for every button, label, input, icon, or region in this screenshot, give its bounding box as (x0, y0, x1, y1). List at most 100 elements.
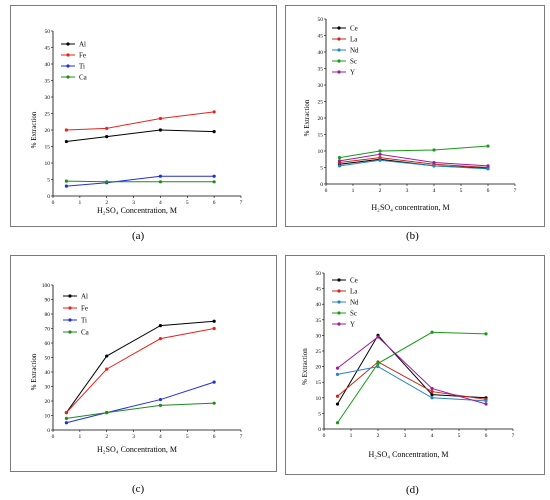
point-fe (64, 411, 69, 415)
point-ca (158, 180, 163, 184)
x-tick-label: 6 (487, 188, 490, 194)
x-tick-label: 5 (186, 200, 189, 206)
point-al (158, 128, 163, 132)
point-y (376, 335, 380, 339)
x-tick-label: 6 (213, 200, 216, 206)
y-tick-label: 10 (45, 414, 51, 420)
series-line-ti (66, 381, 215, 424)
legend-label-ce: Ce (350, 277, 358, 285)
point-la (335, 394, 340, 398)
point-ca (212, 401, 216, 405)
point-ce (430, 393, 434, 397)
series-line-ti (66, 175, 215, 187)
chart-panel-a: 0 1 2 3 4 5 6 7 0 5 10 15 20 25 30 35 40 45 50 H₂SO₄ Concen… (10, 5, 277, 227)
x-tick-label: 1 (352, 188, 355, 194)
series-line-ca (66, 180, 215, 183)
x-tick-label: 1 (78, 434, 81, 440)
series-line-sc (337, 331, 487, 424)
legend-label-ca: Ca (79, 74, 88, 82)
point-fe (158, 116, 163, 121)
legend-marker-ti (66, 64, 70, 68)
legend-marker-nd (337, 300, 341, 304)
y-tick-label: 15 (316, 380, 322, 386)
point-sc (484, 332, 488, 336)
point-ti (212, 380, 216, 384)
y-tick-label: 30 (45, 385, 51, 391)
point-fe (158, 337, 163, 341)
x-tick-label: 1 (350, 433, 353, 439)
legend-label-nd: Nd (350, 47, 359, 55)
point-nd (376, 365, 380, 369)
point-ti (158, 397, 163, 402)
series-line-fe (66, 328, 215, 413)
x-tick-label: 0 (323, 433, 326, 439)
point-nd (484, 399, 488, 403)
x-tick-label: 3 (406, 188, 409, 194)
y-tick-label: 35 (45, 79, 51, 85)
y-tick-label: 25 (316, 349, 322, 355)
point-nd (337, 164, 342, 168)
y-tick-label: 5 (320, 166, 323, 172)
legend-label-la: La (350, 288, 358, 296)
legend-label-sc: Sc (350, 310, 357, 318)
x-tick-label: 0 (52, 200, 55, 206)
legend-label-al: Al (81, 293, 88, 301)
legend-marker-ca (68, 330, 72, 334)
x-tick-label: 2 (105, 434, 108, 440)
legend-label-ti: Ti (81, 317, 87, 325)
y-tick-label: 20 (45, 399, 51, 405)
y-axis-label: % Extraction (303, 99, 311, 136)
y-tick-label: 0 (47, 194, 50, 200)
y-tick-label: 60 (45, 341, 51, 347)
series-line-ca (66, 402, 215, 419)
point-al (105, 135, 109, 139)
point-fe (64, 128, 69, 132)
legend-marker-al (66, 42, 70, 46)
y-axis-label: % Extraction (30, 111, 38, 148)
y-tick-label: 10 (318, 149, 324, 155)
y-tick-label: 80 (45, 312, 51, 318)
point-y (486, 164, 490, 168)
x-tick-label: 4 (159, 200, 162, 206)
x-tick-label: 7 (512, 433, 515, 439)
y-tick-label: 5 (318, 411, 321, 417)
x-tick-label: 1 (78, 200, 81, 206)
legend-marker-y (337, 322, 341, 326)
x-tick-label: 7 (240, 434, 243, 440)
y-tick-label: 25 (45, 112, 51, 118)
point-y (335, 366, 340, 370)
y-tick-label: 50 (316, 271, 322, 277)
point-ti (64, 421, 69, 425)
legend-label-y: Y (350, 321, 355, 329)
y-tick-label: 20 (45, 128, 51, 134)
legend-label-al: Al (79, 41, 86, 49)
y-tick-label: 30 (318, 83, 324, 89)
point-sc (337, 156, 342, 160)
point-al (212, 130, 216, 134)
series-line-la (337, 361, 487, 400)
series-line-fe (66, 111, 215, 131)
legend-label-ce: Ce (350, 25, 358, 33)
x-tick-label: 2 (379, 188, 382, 194)
x-axis-label: H₂SO₄ Concentration, M (97, 206, 177, 215)
legend-label-fe: Fe (81, 305, 88, 313)
x-tick-label: 5 (186, 434, 189, 440)
point-sc (335, 421, 340, 425)
series-line-al (66, 320, 215, 413)
legend-marker-la (337, 37, 341, 41)
caption-a: (a) (132, 230, 145, 242)
x-tick-label: 4 (159, 434, 162, 440)
point-al (105, 354, 109, 358)
caption-d: (d) (406, 484, 419, 496)
y-tick-label: 10 (316, 396, 322, 402)
legend-label-la: La (350, 36, 358, 44)
series-line-y (339, 153, 489, 167)
y-tick-label: 100 (42, 283, 51, 289)
series-line-la (339, 157, 489, 168)
y-tick-label: 90 (45, 298, 51, 304)
legend-marker-ti (68, 318, 72, 322)
point-y (484, 402, 488, 406)
